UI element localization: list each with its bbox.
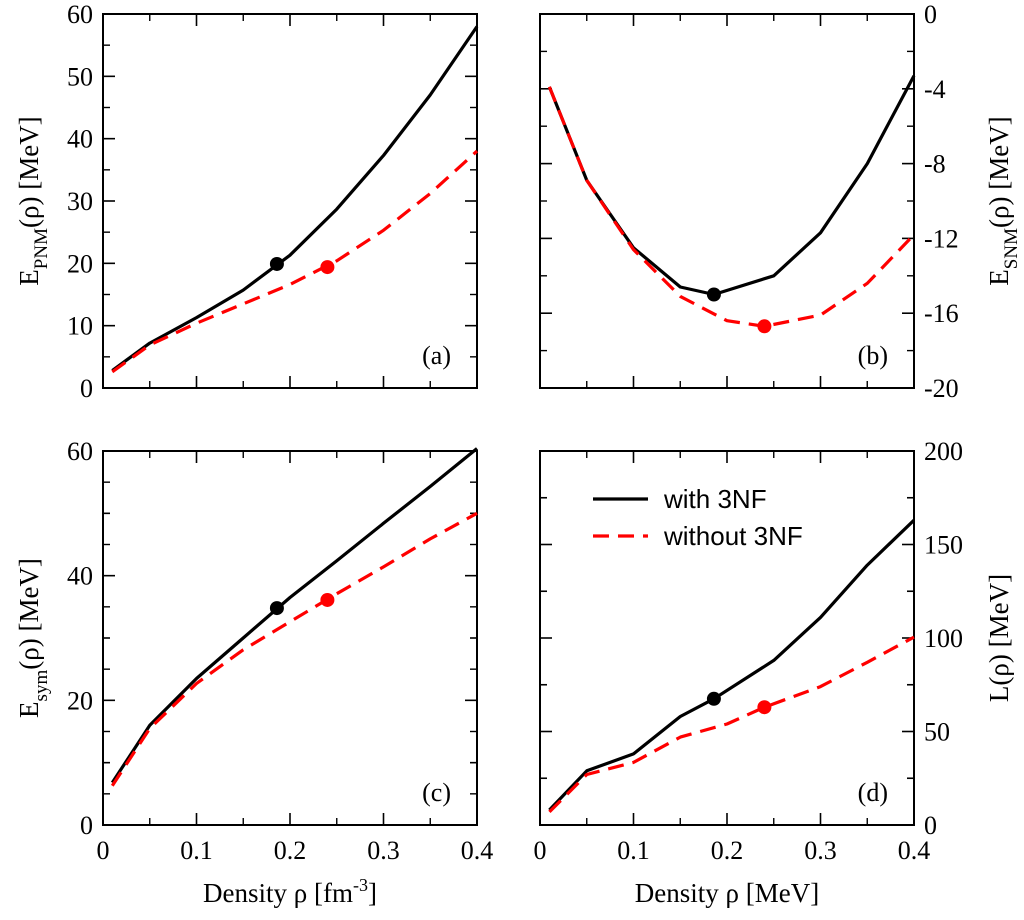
y-axis-label-rest: (ρ) [MeV] bbox=[984, 116, 1014, 228]
x-tick-label-c: 0.3 bbox=[367, 836, 400, 865]
y-axis-label-sub: PNM bbox=[31, 228, 52, 269]
x-axis-label-text: Density ρ [fm bbox=[203, 878, 353, 908]
y-axis-label-c: Esym(ρ) [MeV] bbox=[14, 558, 52, 718]
saturation-point-without-3nf-d bbox=[757, 700, 772, 715]
y-axis-label-rest: (ρ) [MeV] bbox=[14, 116, 44, 228]
y-axis-label-sub: SNM bbox=[1001, 228, 1022, 269]
y-tick-label-b: -12 bbox=[924, 224, 959, 253]
legend-label-with-3nf: with 3NF bbox=[663, 484, 767, 514]
series-line-with-3nf-c bbox=[110, 447, 479, 784]
saturation-point-without-3nf-c bbox=[320, 592, 335, 607]
x-tick-label-d: 0.3 bbox=[804, 836, 837, 865]
panel-c: 0 20 40 60 0 0.1 0.2 0.3 0.4 Density ρ [fm-3] Esym… bbox=[14, 437, 493, 908]
x-tick-label-c: 0.2 bbox=[274, 836, 307, 865]
panel-label-a: (a) bbox=[422, 341, 451, 370]
y-axis-label-sub: sym bbox=[31, 670, 52, 702]
series-line-with-3nf-b bbox=[547, 74, 916, 297]
y-tick-label-d: 150 bbox=[924, 531, 963, 560]
y-tick-label-d: 200 bbox=[924, 437, 963, 466]
x-tick-label-d: 0.2 bbox=[711, 836, 744, 865]
series-line-without-3nf-a bbox=[111, 149, 479, 374]
y-axis-label-main: E bbox=[984, 269, 1014, 286]
panel-label-d: (d) bbox=[858, 778, 888, 807]
y-tick-label-b: -4 bbox=[924, 75, 946, 104]
panel-label-c: (c) bbox=[422, 778, 451, 807]
x-axis-label-sup: -3 bbox=[353, 875, 368, 895]
series-line-with-3nf-a bbox=[111, 25, 479, 372]
y-tick-label-a: 0 bbox=[80, 374, 93, 403]
y-tick-label-c: 20 bbox=[67, 686, 93, 715]
y-tick-label-c: 40 bbox=[67, 562, 93, 591]
panel-label-b: (b) bbox=[858, 341, 888, 370]
legend-label-without-3nf: without 3NF bbox=[663, 521, 803, 551]
x-tick-label-d: 0 bbox=[534, 836, 547, 865]
series-line-without-3nf-d bbox=[548, 635, 915, 814]
saturation-point-with-3nf-c bbox=[269, 601, 284, 616]
y-axis-label-main: E bbox=[14, 269, 44, 286]
y-tick-label-c: 0 bbox=[80, 811, 93, 840]
x-tick-label-d: 0.1 bbox=[617, 836, 650, 865]
y-tick-label-b: 0 bbox=[924, 0, 937, 29]
y-tick-label-c: 60 bbox=[67, 437, 93, 466]
y-tick-label-b: -8 bbox=[924, 150, 946, 179]
y-tick-label-a: 10 bbox=[67, 312, 93, 341]
x-tick-label-c: 0.1 bbox=[180, 836, 213, 865]
legend: with 3NF without 3NF bbox=[593, 484, 803, 551]
panel-d: 0 50 100 150 200 0 0.1 0.2 0.3 0.4 Density ρ [MeV]… bbox=[534, 437, 1015, 908]
y-axis-label-main: E bbox=[14, 701, 44, 718]
saturation-point-with-3nf-a bbox=[269, 256, 284, 271]
y-tick-label-a: 60 bbox=[67, 0, 93, 29]
saturation-point-with-3nf-b bbox=[706, 287, 721, 302]
saturation-point-with-3nf-d bbox=[706, 691, 721, 706]
plot-frame-b bbox=[539, 13, 915, 389]
y-tick-label-b: -20 bbox=[924, 374, 959, 403]
y-tick-label-d: 100 bbox=[924, 624, 963, 653]
x-tick-label-c: 0 bbox=[97, 836, 110, 865]
series-line-with-3nf-d bbox=[548, 519, 916, 812]
saturation-point-without-3nf-b bbox=[757, 319, 772, 334]
y-axis-label-b: ESNM(ρ) [MeV] bbox=[984, 116, 1022, 285]
y-axis-label-main: L(ρ) [MeV] bbox=[984, 574, 1014, 702]
y-tick-label-a: 30 bbox=[67, 187, 93, 216]
y-tick-label-d: 0 bbox=[924, 811, 937, 840]
series-line-without-3nf-b bbox=[547, 86, 916, 328]
x-axis-label-c: Density ρ [fm-3] bbox=[203, 875, 377, 908]
y-tick-label-a: 40 bbox=[67, 125, 93, 154]
x-axis-label-text: Density ρ [MeV] bbox=[635, 878, 819, 908]
y-tick-label-b: -16 bbox=[924, 299, 959, 328]
series-line-without-3nf-c bbox=[110, 511, 478, 787]
panel-b: -20 -16 -12 -8 -4 0 ESNM(ρ) [MeV] (b) bbox=[539, 0, 1022, 403]
x-axis-label-d: Density ρ [MeV] bbox=[635, 878, 819, 908]
y-tick-label-a: 20 bbox=[67, 249, 93, 278]
y-axis-label-rest: (ρ) [MeV] bbox=[14, 558, 44, 670]
saturation-point-without-3nf-a bbox=[320, 260, 335, 275]
y-axis-label-a: EPNM(ρ) [MeV] bbox=[14, 116, 52, 285]
y-axis-label-d: L(ρ) [MeV] bbox=[984, 574, 1014, 702]
x-tick-label-d: 0.4 bbox=[898, 836, 931, 865]
x-tick-label-c: 0.4 bbox=[461, 836, 494, 865]
plot-frame-c bbox=[102, 450, 478, 826]
y-tick-label-a: 50 bbox=[67, 62, 93, 91]
y-tick-label-d: 50 bbox=[924, 718, 950, 747]
panel-a: 0 10 20 30 40 50 60 EPNM(ρ) [MeV] (a) bbox=[14, 0, 479, 403]
x-axis-label-end: ] bbox=[368, 878, 377, 908]
